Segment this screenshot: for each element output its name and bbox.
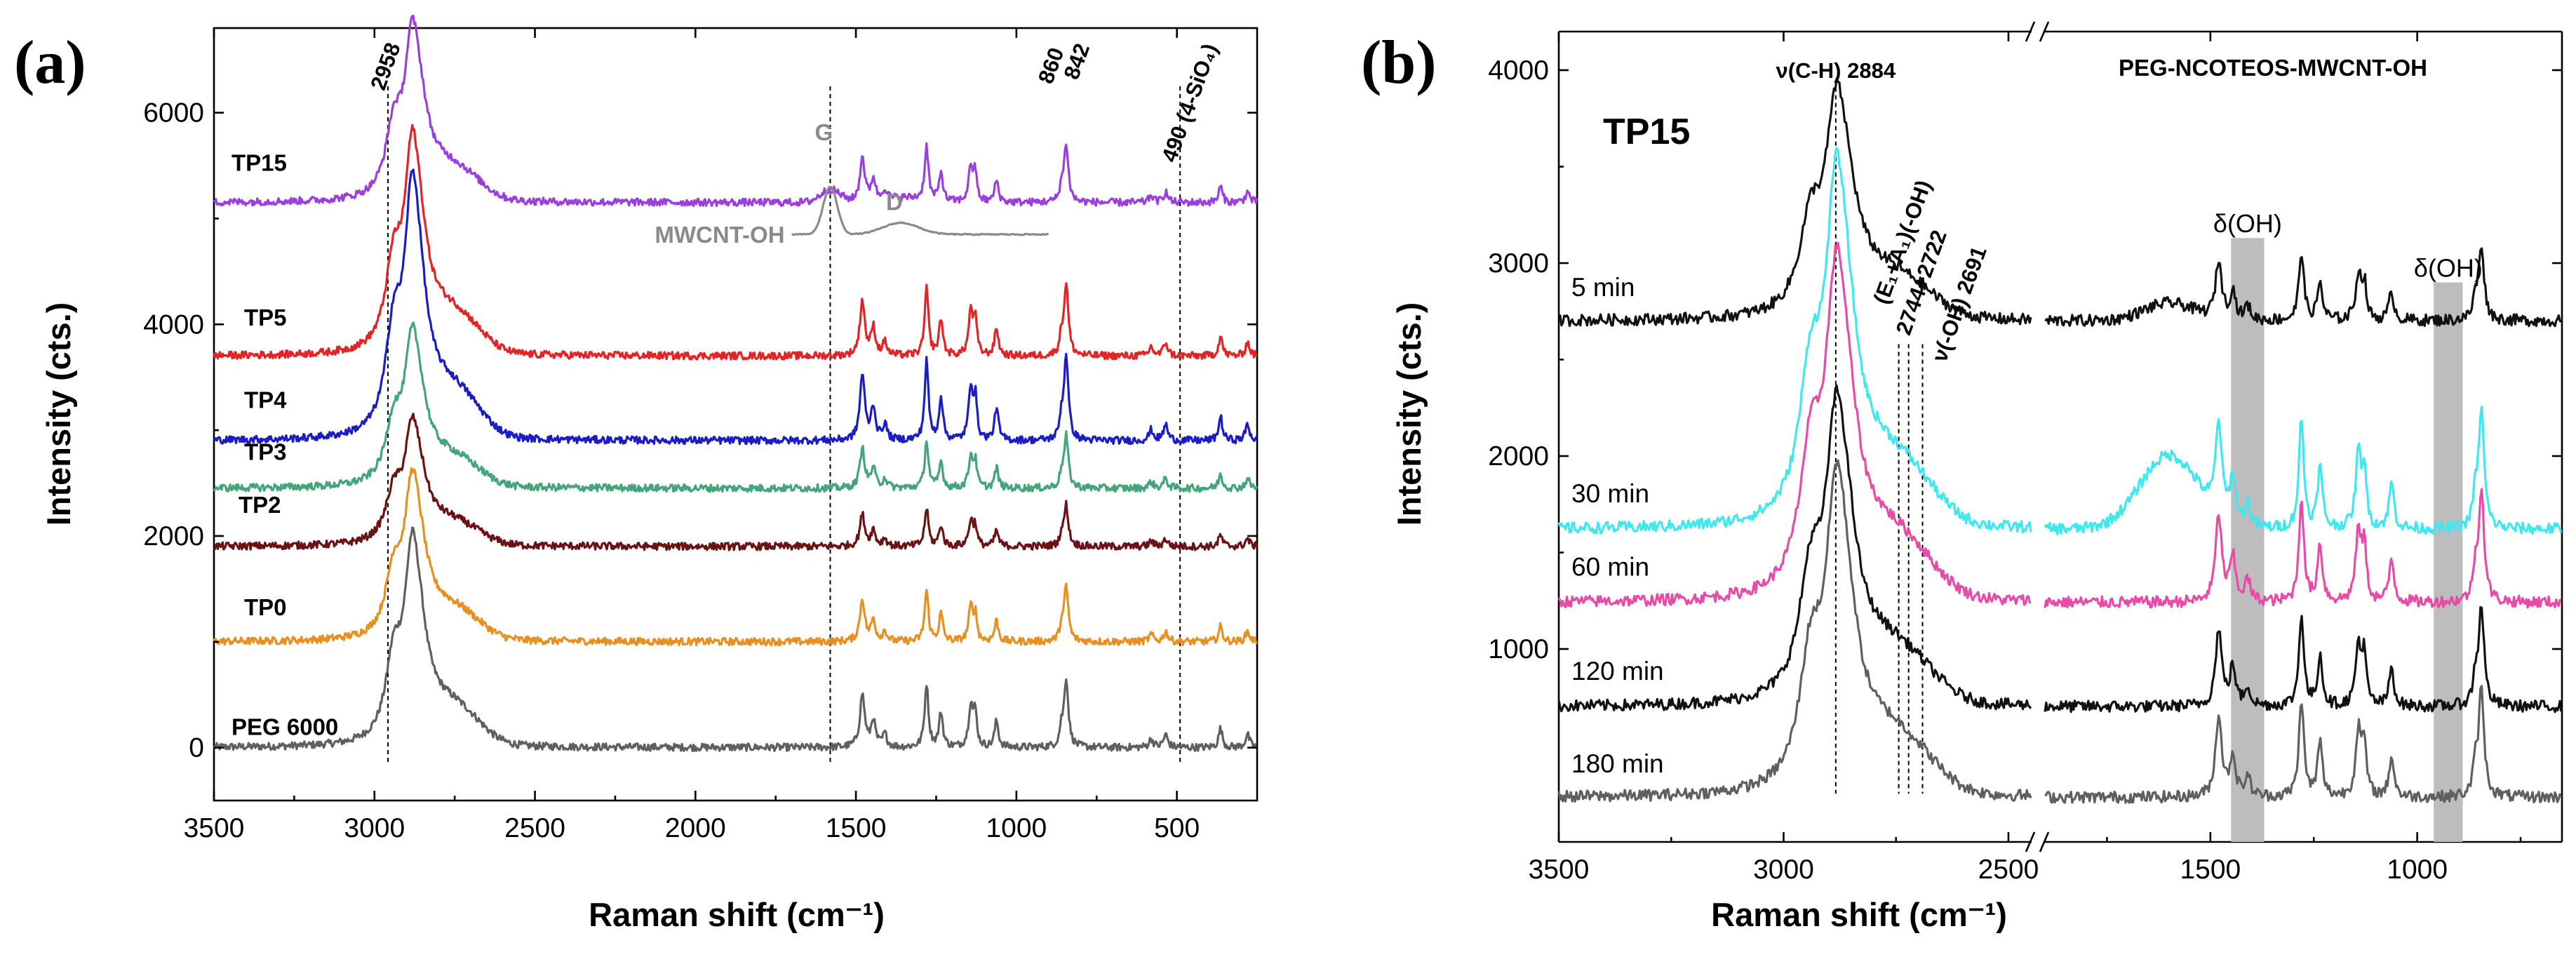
trace-tp5 xyxy=(213,123,1258,361)
trace-tp15 xyxy=(213,14,1259,208)
annotation-a-0: 2958 xyxy=(365,39,405,93)
x-axis-title-b: Raman shift (cm⁻¹) xyxy=(1711,896,2007,933)
trace-b-60-min-high xyxy=(1557,241,2032,608)
trace-b-180-min-high xyxy=(1557,459,2032,803)
annotation-a-3: 490 (4-SiO₄) xyxy=(1157,40,1222,165)
annotation-b-0: ν(C-H) 2884 xyxy=(1776,58,1896,83)
trace-b-5-min-high xyxy=(1558,77,2032,328)
y-tick-label-a-4000: 4000 xyxy=(143,309,204,340)
chart-subtitle-b: PEG-NCOTEOS-MWCNT-OH xyxy=(2119,55,2427,81)
y-tick-label-b-2000: 2000 xyxy=(1488,441,1549,471)
y-tick-label-b-4000: 4000 xyxy=(1488,55,1549,86)
y-axis-title-b: Intensity (cts.) xyxy=(1390,302,1428,526)
trace-b-60-min-low xyxy=(2044,488,2561,609)
ticks-a: 3500 3000 2500 2000 1500 1000 500 0 2000 4000 6000 xyxy=(143,28,1257,843)
y-tick-label-b-3000: 3000 xyxy=(1488,248,1549,279)
y-tick-label-a-6000: 6000 xyxy=(143,98,204,128)
panel-b-label: (b) xyxy=(1361,29,1437,97)
x-tick-label-a-500: 500 xyxy=(1154,813,1200,843)
y-tick-label-a-0: 0 xyxy=(189,733,204,763)
x-tick-label-b-2500: 2500 xyxy=(1978,855,2039,885)
y-tick-label-b-1000: 1000 xyxy=(1488,634,1549,664)
annotation-a-2: 842 xyxy=(1059,40,1094,83)
y-axis-title-a: Intensity (cts.) xyxy=(40,302,77,526)
axis-break-bottom-1 xyxy=(2039,831,2050,852)
panel-b: (b) 3500 3000 2500 1500 1000 1000 2000 3000 4000… xyxy=(1361,21,2563,933)
trace-mwcnt-oh xyxy=(791,186,1049,236)
trace-b-30-min-low xyxy=(2044,406,2563,536)
series-label-tp3: TP3 xyxy=(244,439,287,464)
traces-b xyxy=(1557,77,2563,804)
trace-tp4 xyxy=(213,168,1258,446)
series-label-tp2: TP2 xyxy=(239,492,281,518)
x-tick-label-a-3000: 3000 xyxy=(344,813,405,843)
inset-peak-label-g: G xyxy=(814,119,833,145)
trace-tp3 xyxy=(213,321,1259,493)
trace-b-120-min-low xyxy=(2044,605,2563,714)
panel-a-label: (a) xyxy=(14,29,86,97)
axis-break-top-1 xyxy=(2039,21,2050,42)
series-label-tp0: TP0 xyxy=(244,594,287,620)
trace-tp0 xyxy=(213,467,1258,647)
x-tick-label-a-1000: 1000 xyxy=(986,813,1047,843)
series-label-b-120-min: 120 min xyxy=(1571,657,1664,685)
series-labels-a: PEG 6000 TP0 TP2 TP3 TP4 TP5 TP15 MWCNT-OH G D xyxy=(232,119,903,740)
series-label-peg-6000: PEG 6000 xyxy=(232,714,338,740)
inset-peak-label-d: D xyxy=(886,189,903,215)
y-tick-label-a-2000: 2000 xyxy=(143,521,204,551)
x-tick-label-b-3000: 3000 xyxy=(1753,855,1814,885)
x-axis-title-a: Raman shift (cm⁻¹) xyxy=(589,896,885,933)
x-tick-label-a-3500: 3500 xyxy=(184,813,245,843)
annotation-b-5: δ(OH) xyxy=(2414,253,2483,282)
shaded-band-1 xyxy=(2434,282,2463,842)
axis-break-top-0 xyxy=(2025,21,2036,42)
trace-b-120-min-high xyxy=(1557,384,2032,713)
shaded-bands-b xyxy=(2231,238,2463,842)
x-tick-label-a-1500: 1500 xyxy=(826,813,887,843)
series-label-b-5-min: 5 min xyxy=(1571,273,1635,302)
ticks-b: 3500 3000 2500 1500 1000 1000 2000 3000 4000 xyxy=(1488,32,2562,885)
trace-b-5-min-low xyxy=(2044,247,2562,328)
series-label-tp15: TP15 xyxy=(232,150,287,176)
x-tick-label-b-1000: 1000 xyxy=(2387,855,2448,885)
trace-tp2 xyxy=(213,413,1259,551)
plot-frame-b xyxy=(1557,21,2563,852)
x-tick-label-b-3500: 3500 xyxy=(1529,855,1590,885)
axis-break-bottom-0 xyxy=(2025,831,2036,852)
series-label-b-180-min: 180 min xyxy=(1571,749,1664,778)
trace-peg-6000 xyxy=(213,526,1258,752)
series-label-mwcnt-oh: MWCNT-OH xyxy=(655,222,784,248)
series-label-b-30-min: 30 min xyxy=(1571,479,1649,508)
series-label-tp4: TP4 xyxy=(244,387,287,413)
panel-a: (a) 3500 3000 2500 2000 1500 1000 500 0 2000 4000… xyxy=(14,14,1259,933)
trace-b-180-min-low xyxy=(2044,685,2563,804)
series-label-b-60-min: 60 min xyxy=(1571,553,1649,582)
x-tick-label-a-2000: 2000 xyxy=(665,813,726,843)
reference-lines-a xyxy=(387,86,1181,764)
x-tick-label-b-1500: 1500 xyxy=(2180,855,2241,885)
series-label-tp5: TP5 xyxy=(244,304,287,330)
annotation-b-4: δ(OH) xyxy=(2213,209,2282,238)
shaded-band-0 xyxy=(2231,238,2265,842)
chart-title-b: TP15 xyxy=(1603,112,1690,152)
trace-b-30-min-high xyxy=(1557,147,2032,535)
series-labels-b: 5 min 30 min 60 min 120 min 180 min xyxy=(1571,273,1664,778)
x-tick-label-a-2500: 2500 xyxy=(504,813,565,843)
plot-frame-a xyxy=(213,27,1259,802)
traces-a xyxy=(213,14,1259,752)
